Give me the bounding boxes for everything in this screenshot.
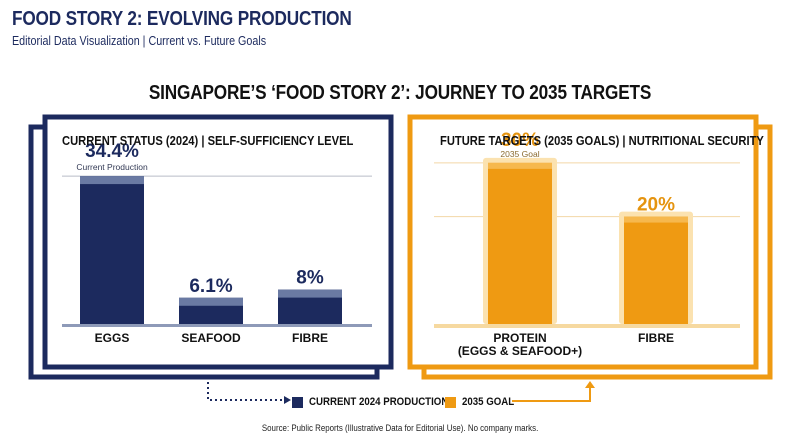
x-axis-baseline	[62, 324, 372, 327]
current-panel-heading: CURRENT STATUS (2024) | SELF-SUFFICIENCY…	[62, 133, 354, 148]
page-title: FOOD STORY 2: EVOLVING PRODUCTION	[12, 8, 352, 30]
bar-cap-fibre	[278, 289, 342, 298]
data-label: 8%	[296, 268, 324, 289]
x-tick-label: EGGS	[95, 331, 130, 345]
arrow-head-up-icon	[585, 381, 595, 388]
chart-main-title: SINGAPORE’S ‘FOOD STORY 2’: JOURNEY TO 2…	[0, 82, 800, 105]
current-status-chart: 34.4%Current Production EGGS 6.1% SEAFOOD 8%…	[62, 141, 372, 345]
source-note-text: Source: Public Reports (Illustrative Dat…	[261, 423, 539, 433]
legend-arrows	[207, 381, 595, 404]
arrow-head-right-icon	[284, 396, 291, 404]
page-subtitle: Editorial Data Visualization | Current v…	[12, 34, 267, 48]
x-tick-label: FIBRE	[638, 331, 674, 345]
legend-current: CURRENT 2024 PRODUCTION	[292, 396, 467, 408]
chart-main-title-text: SINGAPORE’S ‘FOOD STORY 2’: JOURNEY TO 2…	[148, 82, 652, 104]
x-tick-label: FIBRE	[292, 331, 328, 345]
future-targets-chart: 30%2035 Goal PROTEIN(EGGS & SEAFOOD+) 20% F…	[434, 130, 740, 358]
legend-goal-swatch	[445, 396, 456, 408]
future-panel-heading: FUTURE TARGETS (2035 GOALS) | NUTRITIONA…	[440, 133, 764, 148]
bar-cap-eggs	[80, 176, 144, 185]
arrow-up-icon	[512, 386, 591, 402]
legend-current-swatch	[292, 396, 303, 408]
bar-cap	[624, 216, 688, 223]
data-label: 30%	[501, 130, 539, 151]
bar-protein	[488, 162, 552, 324]
x-tick-label: (EGGS & SEAFOOD+)	[458, 344, 582, 358]
x-tick-label: PROTEIN	[493, 331, 546, 345]
bar-cap-seafood	[179, 297, 243, 306]
data-label: 6.1%	[189, 276, 232, 297]
dotted-arrow-right-icon	[207, 382, 285, 401]
source-note: Source: Public Reports (Illustrative Dat…	[0, 423, 800, 433]
bar-fibre	[624, 216, 688, 324]
bar-eggs	[80, 176, 144, 324]
legend-current-label: CURRENT 2024 PRODUCTION	[309, 396, 449, 408]
data-annotation: Current Production	[76, 162, 148, 172]
bar-cap	[488, 162, 552, 169]
x-tick-label: SEAFOOD	[181, 331, 241, 345]
x-axis-baseline	[434, 324, 740, 328]
legend-goal: 2035 GOAL	[445, 396, 521, 408]
data-annotation: 2035 Goal	[500, 149, 539, 159]
data-label: 20%	[637, 195, 675, 216]
legend-goal-label: 2035 GOAL	[462, 396, 515, 408]
future-panel-frame	[407, 114, 759, 370]
data-label: 34.4%	[85, 141, 139, 162]
